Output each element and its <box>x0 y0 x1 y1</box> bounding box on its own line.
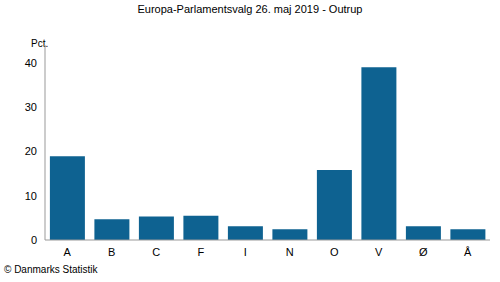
svg-text:Ø: Ø <box>419 246 428 258</box>
svg-text:A: A <box>64 246 72 258</box>
svg-text:F: F <box>197 246 204 258</box>
svg-text:Å: Å <box>464 246 472 258</box>
html-text:Pct.: Pct. <box>31 38 49 49</box>
svg-text:30: 30 <box>25 101 37 113</box>
svg-text:10: 10 <box>25 190 37 202</box>
svg-text:O: O <box>330 246 339 258</box>
svg-text:V: V <box>375 246 383 258</box>
svg-text:0: 0 <box>31 234 37 246</box>
svg-text:40: 40 <box>25 57 37 69</box>
svg-text:B: B <box>108 246 115 258</box>
svg-text:20: 20 <box>25 145 37 157</box>
html-text:Europa-Parlamentsvalg 26. maj: Europa-Parlamentsvalg 26. maj 2019 - Out… <box>137 3 363 15</box>
svg-text:I: I <box>244 246 247 258</box>
svg-text:N: N <box>286 246 294 258</box>
svg-text:C: C <box>152 246 160 258</box>
html-text:© Danmarks Statistik: © Danmarks Statistik <box>4 264 98 275</box>
